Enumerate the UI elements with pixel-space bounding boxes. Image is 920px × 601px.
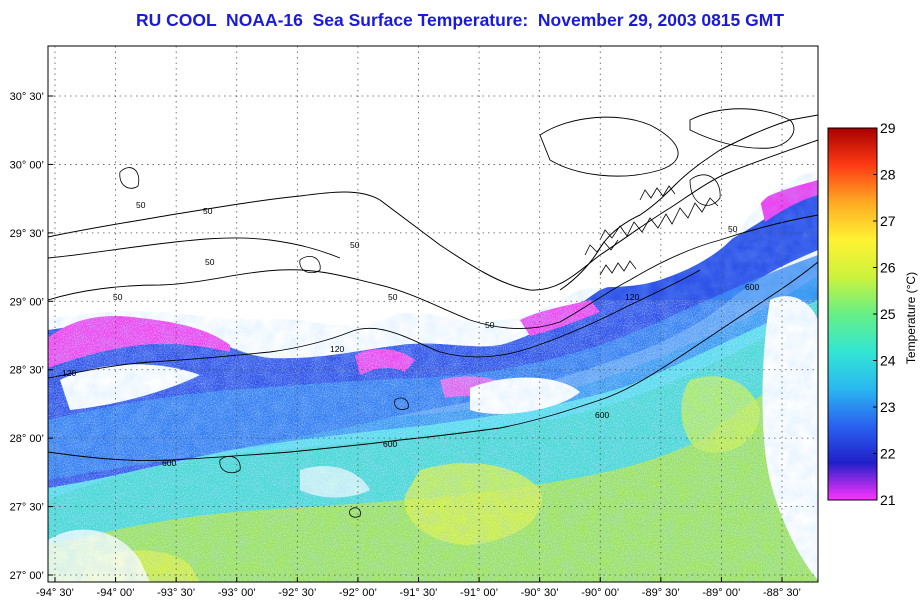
latitude-tick-label: 30° 00’ bbox=[10, 159, 44, 171]
coastline-inland-bay bbox=[689, 108, 795, 149]
contour-detail-3 bbox=[119, 167, 140, 189]
colorbar-tick-label: 28 bbox=[880, 167, 896, 183]
latitude-axis: 30° 30’ 30° 00’ 29° 30’ 29° 00’ 28° 30’ 28° 0… bbox=[10, 91, 53, 582]
colorbar-tick-label: 23 bbox=[880, 399, 896, 415]
contour-detail-2 bbox=[219, 456, 241, 474]
land-area bbox=[48, 46, 818, 326]
colorbar bbox=[827, 127, 878, 501]
longitude-tick-label: -93° 30’ bbox=[157, 587, 195, 599]
longitude-tick-label: -94° 00’ bbox=[97, 587, 135, 599]
contour-detail-1 bbox=[394, 397, 409, 410]
contour-detail-6 bbox=[299, 256, 321, 274]
latitude-tick-label: 29° 30’ bbox=[10, 228, 44, 240]
contour-label-50: 50 bbox=[388, 292, 398, 302]
delta-marsh-2 bbox=[599, 185, 676, 276]
colorbar-tick-label: 24 bbox=[880, 353, 896, 369]
map-title: RU COOL NOAA-16 Sea Surface Temperature:… bbox=[135, 10, 785, 30]
contour-label-50: 50 bbox=[728, 224, 738, 234]
contour-detail-5 bbox=[349, 507, 361, 518]
delta-marsh bbox=[584, 197, 719, 256]
colorbar-tick-label: 27 bbox=[880, 213, 896, 229]
contour-50m bbox=[48, 214, 818, 329]
colorbar-tick-label: 21 bbox=[880, 492, 896, 508]
map-plot-area: 50 50 50 50 50 50 50 50 120 120 120 600 … bbox=[48, 46, 818, 582]
longitude-tick-label: -92° 00’ bbox=[339, 587, 377, 599]
contour-600m bbox=[48, 261, 818, 461]
coastline bbox=[48, 139, 818, 291]
colorbar-ticks: 29 28 27 26 25 24 23 22 21 bbox=[873, 120, 896, 508]
longitude-tick-label: -91° 30’ bbox=[399, 587, 437, 599]
contour-label-50: 50 bbox=[350, 240, 360, 250]
longitude-tick-label: -94° 30’ bbox=[36, 587, 74, 599]
latitude-tick-label: 28° 00’ bbox=[10, 433, 44, 445]
longitude-tick-label: -91° 00’ bbox=[460, 587, 498, 599]
latitude-tick-label: 28° 30’ bbox=[10, 365, 44, 377]
contour-label-50: 50 bbox=[205, 257, 215, 267]
contour-label-120: 120 bbox=[625, 292, 639, 302]
contour-label-600: 600 bbox=[595, 410, 609, 420]
latitude-tick-label: 30° 30’ bbox=[10, 91, 44, 103]
contour-label-120: 120 bbox=[330, 344, 344, 354]
contour-label-600: 600 bbox=[383, 439, 397, 449]
coastline-inland-lake bbox=[539, 116, 679, 177]
contour-label-50: 50 bbox=[203, 206, 213, 216]
graticule-grid bbox=[48, 46, 818, 582]
cloud-speckle bbox=[48, 300, 818, 582]
longitude-tick-label: -89° 30’ bbox=[642, 587, 680, 599]
contour-label-50: 50 bbox=[113, 292, 123, 302]
contour-label-50: 50 bbox=[136, 200, 146, 210]
latitude-tick-label: 27° 00’ bbox=[10, 570, 44, 582]
contour-label-600: 600 bbox=[162, 458, 176, 468]
colorbar-tick-label: 29 bbox=[880, 120, 896, 136]
contour-label-600: 600 bbox=[745, 282, 759, 292]
longitude-tick-label: -90° 00’ bbox=[581, 587, 619, 599]
longitude-tick-label: -93° 00’ bbox=[218, 587, 256, 599]
colorbar-tick-label: 22 bbox=[880, 446, 896, 462]
longitude-tick-label: -88° 30’ bbox=[763, 587, 801, 599]
contour-120m bbox=[48, 269, 701, 379]
colorbar-tick-label: 25 bbox=[880, 306, 896, 322]
map-frame bbox=[47, 45, 819, 583]
latitude-tick-label: 29° 00’ bbox=[10, 296, 44, 308]
longitude-tick-label: -90° 30’ bbox=[521, 587, 559, 599]
longitude-tick-label: -89° 00’ bbox=[702, 587, 740, 599]
latitude-tick-label: 27° 30’ bbox=[10, 502, 44, 514]
contour-label-120: 120 bbox=[62, 368, 76, 378]
longitude-tick-label: -92° 30’ bbox=[278, 587, 316, 599]
colorbar-label: Temperature (°C) bbox=[904, 272, 918, 364]
contour-label-50: 50 bbox=[485, 320, 495, 330]
colorbar-tick-label: 26 bbox=[880, 260, 896, 276]
longitude-axis: -94° 30’ -94° 00’ -93° 30’ -93° 00’ -92° 30’… bbox=[36, 577, 801, 599]
contour-50m-inner bbox=[48, 237, 341, 259]
